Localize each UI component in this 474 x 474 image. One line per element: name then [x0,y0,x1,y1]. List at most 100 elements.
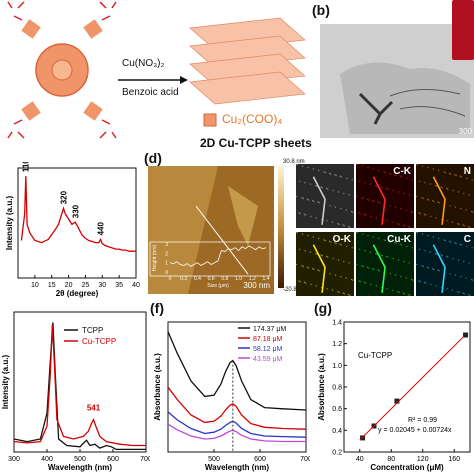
series-line-2 [167,411,307,438]
peak-label: 541 [87,404,101,413]
plot-frame [13,311,147,453]
series-line-0 [167,331,307,411]
panel-label-f: (f) [150,300,164,316]
inset-x-tick-label: 1.4 [263,276,270,282]
series-line-1 [167,386,307,430]
inset-x-tick-label: 0.4 [194,276,201,282]
x-tick-label: 20 [65,282,73,289]
vial-photo [452,0,474,60]
eds-map-O-K: O-K [296,232,354,296]
afm-scale-label: 300 nm [243,281,270,290]
data-point [463,332,469,338]
inset-x-tick-label: 1.0 [235,276,242,282]
tem-scale-label: 300 [458,127,472,136]
inset-x-tick-label: 0.8 [221,276,228,282]
peak-label: 440 [97,222,106,236]
scheme-panel [7,1,306,139]
x-tick-label: 40 [356,456,364,463]
x-tick-label: 40 [132,282,140,289]
sheet-stack [189,17,306,105]
eds-map-label: Cu-K [387,234,411,245]
tem-image: 300 [320,24,474,138]
height-profile-line [169,245,267,267]
eds-map-label: C-K [393,166,411,177]
inset-x-tick-label: 0.6 [208,276,215,282]
panel-label-g: (g) [314,300,332,316]
y-axis-label: Intensity (a.u.) [5,196,14,251]
x-tick-label: 700 [300,456,310,463]
inset-x-tick-label: 1.2 [249,276,256,282]
eds-map-grid: C-K N O-K Cu-K C [296,164,474,296]
y-tick-label: 0.4 [332,428,342,435]
y-axis-label: Intensity (a.u.) [1,355,10,410]
series-line-3 [167,423,306,443]
panel-label-b: (b) [312,2,330,18]
legend-label: 58.12 μM [253,346,282,353]
y-tick-label: 0.8 [332,385,342,392]
fit-equation-label: y = 0.02045 + 0.00724x [378,427,452,434]
x-tick-label: 500 [74,456,86,463]
data-point [394,398,400,404]
uv-vis-chart: 300 400 500 600 700 Wavelength (nm) Intensity … [1,311,150,472]
eds-map-N: N [416,164,474,228]
eds-map-C: C [416,232,474,296]
reagent1-label: Cu(NO₃)₂ [122,58,165,69]
peak-label: 320 [60,190,69,204]
series-line-0 [20,176,136,252]
x-tick-label: 700 [140,456,150,463]
eds-map-label: N [463,166,471,177]
product-label: 2D Cu-TCPP sheets [200,136,312,150]
inset-y-tick-label: 3 [165,242,168,248]
r2-label: R² = 0.99 [408,417,437,424]
inset-y-axis-label: Height (nm) [152,245,158,271]
inset-y-tick-label: 0 [165,270,168,276]
inset-x-axis-label: Size (μm) [207,283,229,289]
y-axis-label: Absorbance (a.u.) [153,353,162,421]
legend-label: Cu-TCPP [82,337,116,346]
x-tick-label: 30 [98,282,106,289]
series-line-1 [13,324,146,447]
absorbance-spectra-chart: 500 600 700 Wavelength (nm) Absorbance (a.u.… [153,321,310,472]
x-tick-label: 160 [448,456,460,463]
x-tick-label: 500 [208,456,220,463]
inset-x-tick-label: 0 [169,276,172,282]
y-axis-label: Absorbance (a.u.) [317,353,326,421]
peak-label: 110 [21,162,30,172]
y-tick-label: 0.6 [332,406,342,413]
x-tick-label: 400 [41,456,53,463]
peak-label: 330 [71,204,80,218]
colorbar-max-label: 30.8 nm [283,159,305,165]
x-axis-label: Wavelength (nm) [48,463,112,472]
eds-map-label: O-K [332,234,351,245]
calibration-chart: 40 80 120 160 0.2 0.4 0.6 0.8 1.0 1.2 1.4 Concentra… [317,320,471,472]
x-tick-label: 120 [417,456,429,463]
y-tick-label: 1.2 [332,341,342,348]
y-tick-label: 0.2 [332,450,342,457]
eds-map-label: C [463,234,471,245]
cu-node-icon [203,113,217,127]
x-axis-label: Wavelength (nm) [205,463,269,472]
fit-line [359,336,465,441]
afm-colorbar [278,166,284,288]
series-inset-label: Cu-TCPP [358,351,392,360]
x-tick-label: 15 [48,282,56,289]
legend-label: 43.59 μM [253,356,282,363]
panel-label-d: (d) [144,150,162,166]
x-tick-label: 300 [8,456,20,463]
x-tick-label: 35 [115,282,123,289]
inset-y-tick-label: 2 [165,251,168,257]
x-tick-label: 10 [31,282,39,289]
colorbar-min-label: -20.8 nm [283,287,307,293]
series-line-0 [13,322,146,451]
legend-label: TCPP [82,326,103,335]
tcpp-molecule [7,1,117,139]
x-axis-label: Concentration (μM) [370,463,444,472]
legend-label: 87.18 μM [253,336,282,343]
afm-image: 0 0.2 0.4 0.6 0.8 1.0 1.2 1.4 3 2 1 0 Size (μm) Heigh… [148,166,274,294]
inset-y-tick-label: 1 [165,261,168,267]
y-tick-label: 1.0 [332,363,342,370]
legend-label: 174.37 μM [253,326,286,333]
eds-map-Cu-K: Cu-K [356,232,414,296]
x-tick-label: 25 [82,282,90,289]
reagent2-label: Benzoic acid [122,87,179,98]
